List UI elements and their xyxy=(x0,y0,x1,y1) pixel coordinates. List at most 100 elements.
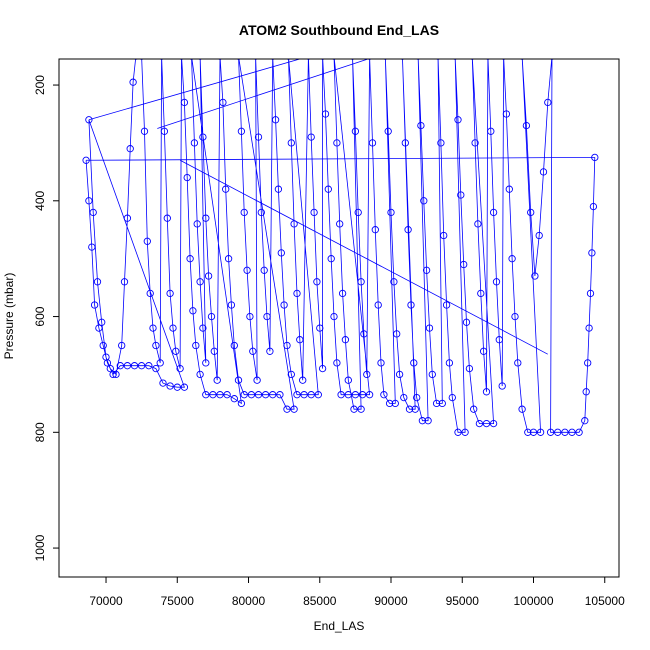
data-point xyxy=(193,220,201,228)
data-point xyxy=(374,301,382,309)
x-tick-label: 75000 xyxy=(161,594,195,608)
data-point xyxy=(401,139,409,147)
data-point xyxy=(498,382,506,390)
data-point xyxy=(360,330,368,338)
data-point xyxy=(391,399,399,408)
data-point xyxy=(237,127,246,135)
data-point xyxy=(166,289,174,298)
data-point xyxy=(240,391,248,399)
data-point xyxy=(554,428,562,436)
data-point xyxy=(588,249,596,257)
data-point xyxy=(166,382,174,390)
data-point xyxy=(129,78,137,86)
data-point xyxy=(380,391,388,399)
data-point xyxy=(330,312,338,321)
data-point xyxy=(363,370,371,379)
data-point xyxy=(89,208,97,217)
data-point xyxy=(357,405,365,413)
data-point xyxy=(186,255,194,263)
x-tick-label: 80000 xyxy=(232,594,266,608)
data-point xyxy=(300,391,308,399)
data-point xyxy=(524,428,532,436)
plot-area xyxy=(82,59,599,436)
data-point xyxy=(160,127,169,135)
data-point xyxy=(475,419,484,428)
data-point xyxy=(404,226,412,234)
data-point xyxy=(585,324,593,332)
data-point xyxy=(365,391,374,399)
data-point xyxy=(227,301,236,309)
x-tick-label: 90000 xyxy=(374,594,408,608)
data-point xyxy=(266,347,274,355)
data-point xyxy=(123,362,132,370)
data-point xyxy=(442,301,451,309)
data-point xyxy=(539,168,548,176)
data-point xyxy=(260,266,268,274)
data-point xyxy=(336,220,344,228)
data-point xyxy=(293,289,301,298)
data-point xyxy=(299,376,307,384)
data-point xyxy=(230,341,238,350)
data-point xyxy=(358,391,367,399)
data-point xyxy=(546,428,555,436)
data-point xyxy=(387,208,395,217)
data-point xyxy=(460,260,468,269)
data-point xyxy=(591,153,599,162)
data-point xyxy=(324,185,332,193)
data-point xyxy=(223,391,231,399)
data-point xyxy=(183,173,191,182)
data-point xyxy=(405,405,414,413)
data-point xyxy=(120,278,129,286)
data-point xyxy=(307,391,315,399)
data-point xyxy=(581,417,589,425)
data-point xyxy=(254,133,263,141)
data-point xyxy=(196,278,204,286)
data-point xyxy=(531,272,539,280)
data-point xyxy=(454,428,462,436)
data-point xyxy=(140,127,149,135)
data-point xyxy=(508,255,516,263)
data-point xyxy=(202,359,210,367)
data-point xyxy=(410,359,418,367)
data-point xyxy=(290,405,298,413)
data-point xyxy=(438,399,446,408)
data-point xyxy=(172,347,180,355)
data-point xyxy=(240,208,248,217)
data-point xyxy=(143,237,151,245)
data-point xyxy=(536,428,545,436)
data-point xyxy=(384,127,392,135)
data-point xyxy=(351,391,360,399)
data-point xyxy=(395,370,404,379)
data-point xyxy=(407,301,415,309)
data-point xyxy=(156,359,164,367)
y-tick-label: 600 xyxy=(33,306,47,326)
data-point xyxy=(511,312,519,321)
x-tick-label: 100000 xyxy=(513,594,553,608)
data-point xyxy=(230,395,238,403)
data-point xyxy=(457,191,465,199)
data-point xyxy=(249,347,257,355)
data-point xyxy=(568,428,576,436)
data-point xyxy=(465,364,474,373)
y-axis-label: Pressure (mbar) xyxy=(2,273,16,360)
data-point xyxy=(518,405,526,413)
data-point xyxy=(213,376,221,384)
data-point xyxy=(492,278,501,286)
data-point xyxy=(586,289,595,298)
data-point xyxy=(219,98,227,107)
data-point xyxy=(254,391,263,399)
data-point xyxy=(445,359,454,367)
data-point xyxy=(102,353,110,361)
data-point xyxy=(495,336,503,344)
data-point xyxy=(505,185,513,193)
data-point xyxy=(192,341,200,350)
data-point xyxy=(180,383,189,391)
data-point xyxy=(293,391,301,399)
data-point xyxy=(98,318,106,326)
data-point xyxy=(420,197,428,205)
data-point xyxy=(109,370,117,379)
data-point xyxy=(390,278,398,286)
data-point xyxy=(307,133,315,141)
series-line xyxy=(85,59,596,433)
data-point xyxy=(514,359,522,367)
